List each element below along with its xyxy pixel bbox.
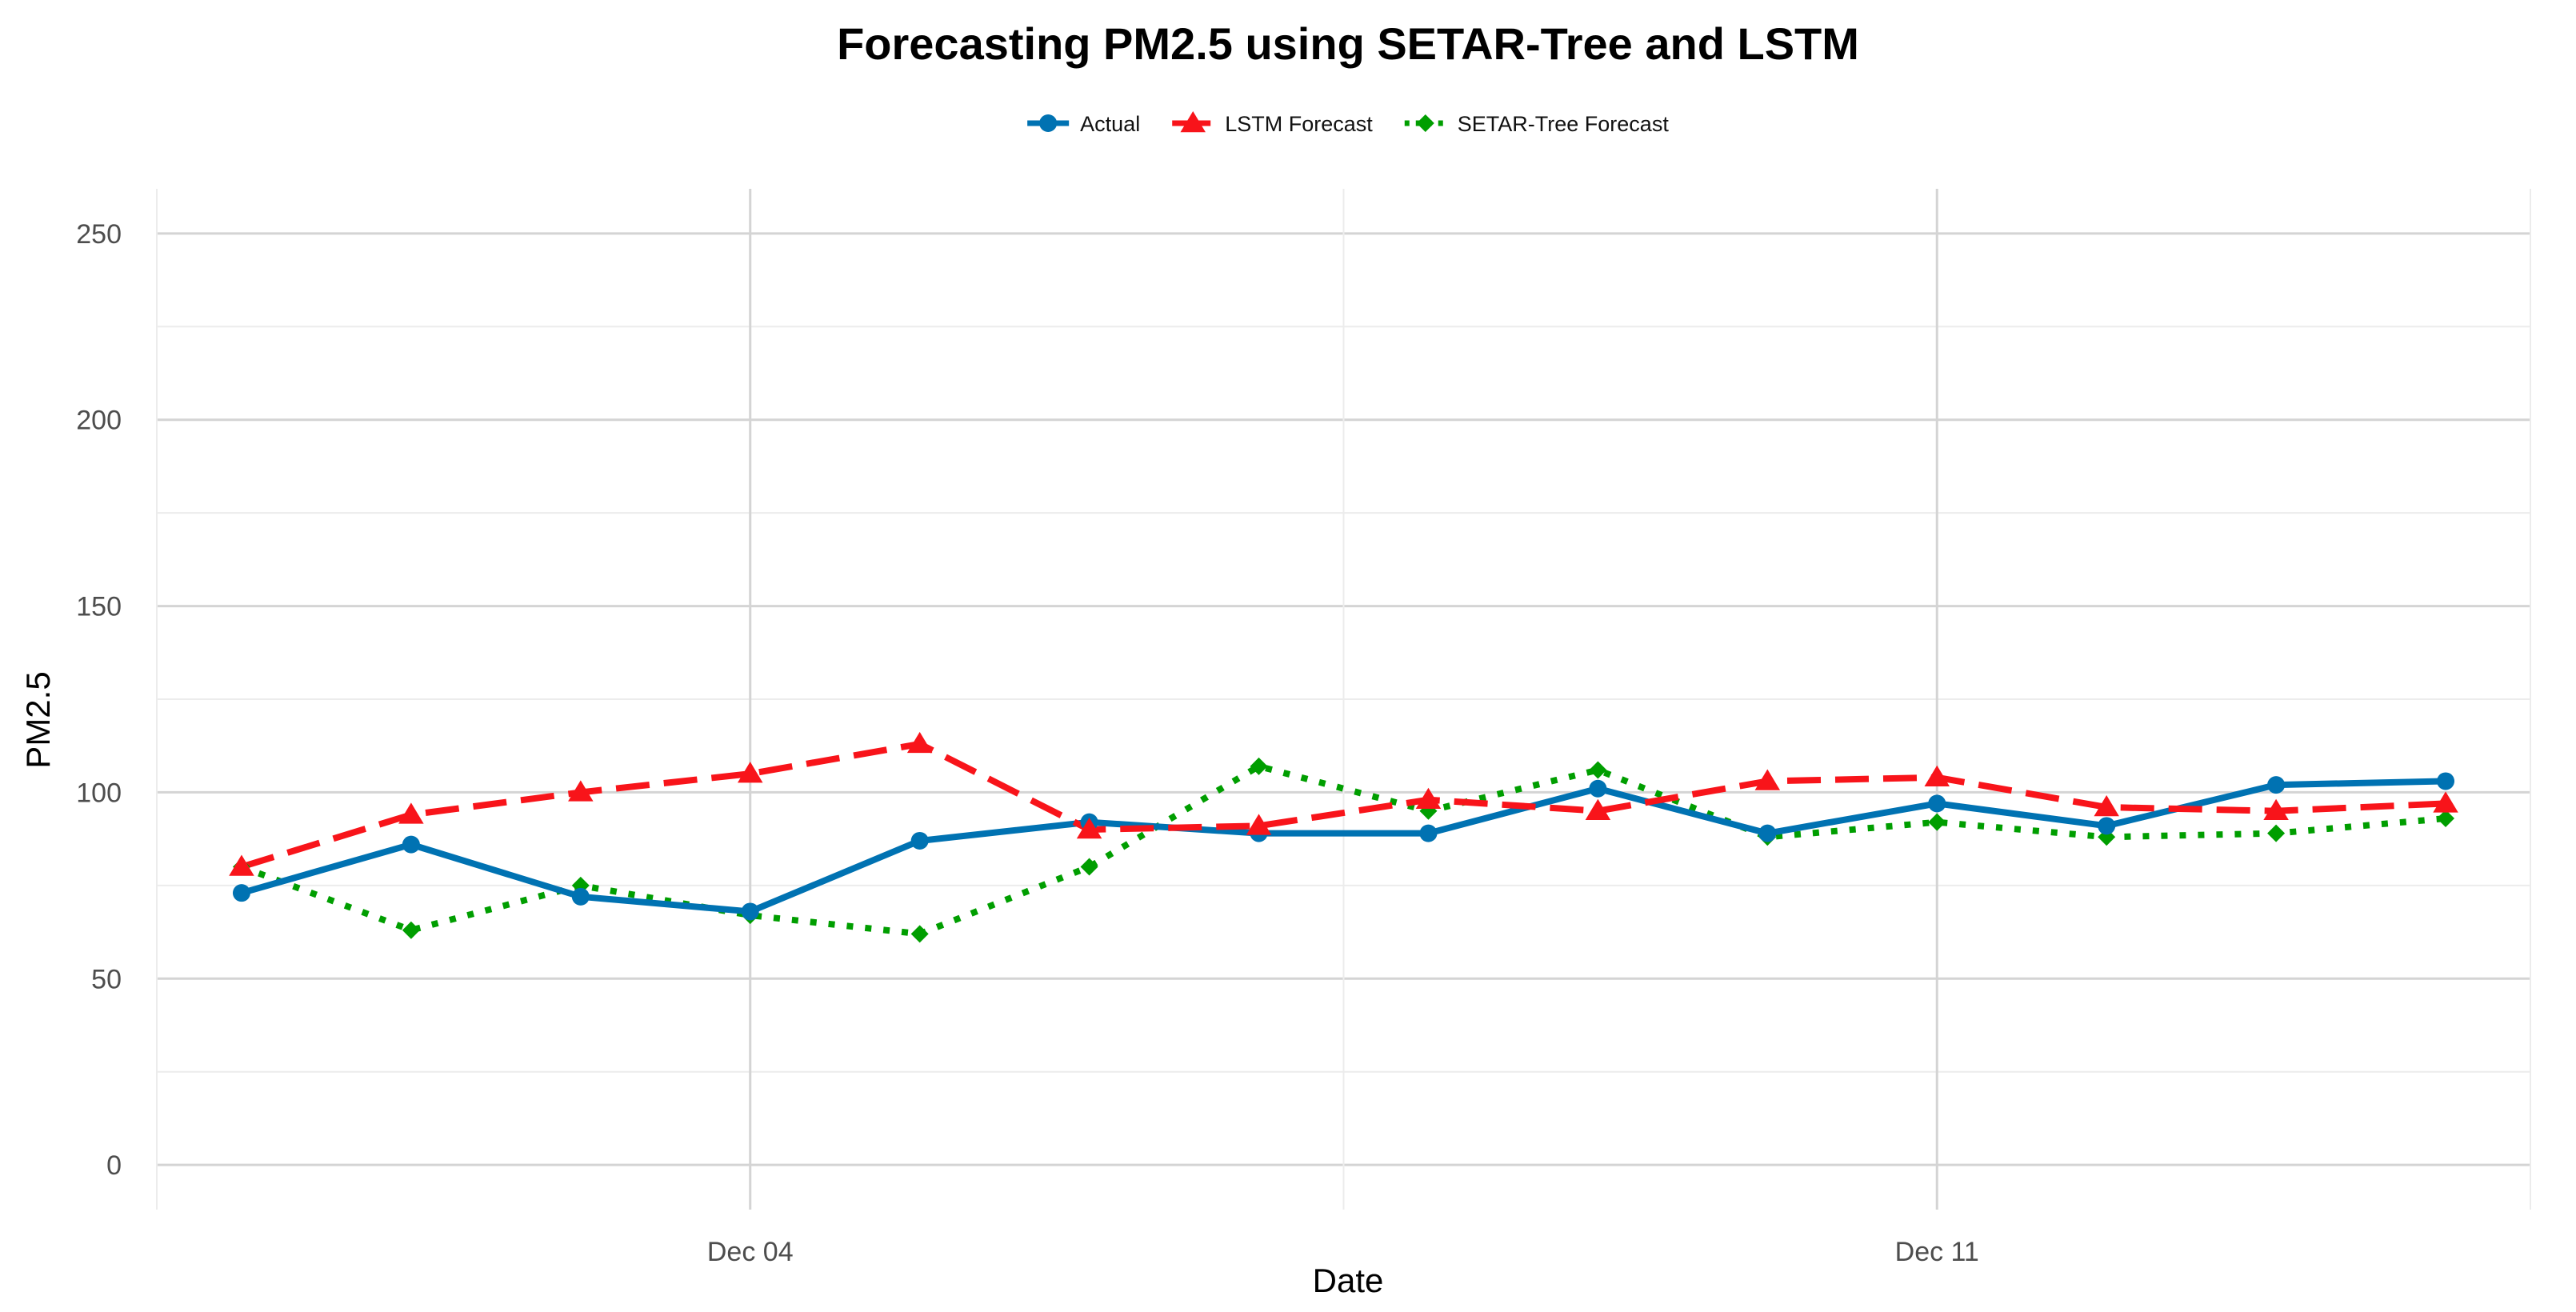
series-line-actual	[240, 778, 2446, 915]
legend: Actual LSTM Forecast SETAR-Tree Forecast	[1027, 111, 1669, 136]
data-point-lstm-forecast	[906, 731, 933, 754]
data-point-lstm-forecast	[1415, 787, 1442, 809]
y-tick-label: 50	[91, 964, 122, 994]
y-axis-ticks: 0 50 100 150 200 250	[76, 219, 122, 1181]
legend-item-setar-tree-forecast: SETAR-Tree Forecast	[1404, 112, 1670, 136]
data-point-setar-tree-forecast	[1928, 813, 1946, 831]
y-tick-label: 150	[76, 592, 122, 622]
data-point-lstm-forecast	[229, 854, 254, 876]
x-axis-ticks: Dec 04 Dec 11	[707, 1237, 1979, 1267]
data-point-actual	[910, 831, 929, 850]
data-point-actual	[741, 902, 759, 921]
data-point-setar-tree-forecast	[1589, 761, 1607, 779]
data-point-actual	[1928, 794, 1946, 813]
legend-label: Actual	[1080, 112, 1140, 136]
chart-title: Forecasting PM2.5 using SETAR-Tree and L…	[837, 18, 1859, 69]
data-point-lstm-forecast	[2263, 798, 2289, 820]
data-point-actual	[402, 835, 420, 854]
data-point-setar-tree-forecast	[2267, 824, 2286, 842]
data-point-setar-tree-forecast	[1080, 858, 1098, 876]
x-axis-title: Date	[1313, 1262, 1384, 1299]
data-point-lstm-forecast	[1924, 765, 1950, 787]
data-point-lstm-forecast	[1585, 798, 1611, 820]
y-tick-label: 100	[76, 778, 122, 808]
data-point-setar-tree-forecast	[910, 925, 929, 943]
x-tick-label: Dec 11	[1895, 1237, 1979, 1267]
y-tick-label: 0	[106, 1150, 122, 1181]
data-point-lstm-forecast	[568, 780, 594, 802]
data-point-lstm-forecast	[1076, 817, 1102, 839]
legend-item-actual: Actual	[1027, 112, 1140, 136]
y-tick-label: 200	[76, 406, 122, 436]
legend-key-marker	[1039, 114, 1058, 132]
series-markers	[229, 731, 2458, 943]
data-point-actual	[1589, 779, 1607, 798]
data-point-lstm-forecast	[1754, 769, 1781, 790]
data-point-lstm-forecast	[2094, 795, 2119, 817]
data-point-actual	[2098, 817, 2116, 835]
legend-label: SETAR-Tree Forecast	[1458, 112, 1670, 136]
legend-item-lstm-forecast: LSTM Forecast	[1172, 111, 1373, 136]
data-point-actual	[1419, 824, 1438, 842]
data-point-setar-tree-forecast	[2437, 810, 2455, 828]
data-point-lstm-forecast	[1246, 814, 1272, 835]
data-point-actual	[2267, 776, 2286, 794]
y-tick-label: 250	[76, 219, 122, 250]
data-point-actual	[571, 887, 590, 906]
x-tick-label: Dec 04	[707, 1237, 794, 1267]
data-point-actual	[1758, 824, 1777, 842]
data-point-lstm-forecast	[738, 762, 763, 783]
data-point-setar-tree-forecast	[1250, 757, 1268, 775]
legend-key-marker	[1180, 111, 1206, 133]
legend-label: LSTM Forecast	[1225, 112, 1373, 136]
y-axis-title: PM2.5	[19, 671, 57, 768]
data-point-lstm-forecast	[398, 802, 424, 824]
data-point-setar-tree-forecast	[402, 921, 420, 939]
data-point-actual	[232, 884, 250, 902]
series-line-lstm-forecast	[240, 740, 2446, 870]
data-point-actual	[2437, 772, 2455, 790]
series-lines	[240, 740, 2446, 938]
legend-key-marker	[1416, 114, 1434, 132]
data-point-lstm-forecast	[2433, 791, 2458, 813]
